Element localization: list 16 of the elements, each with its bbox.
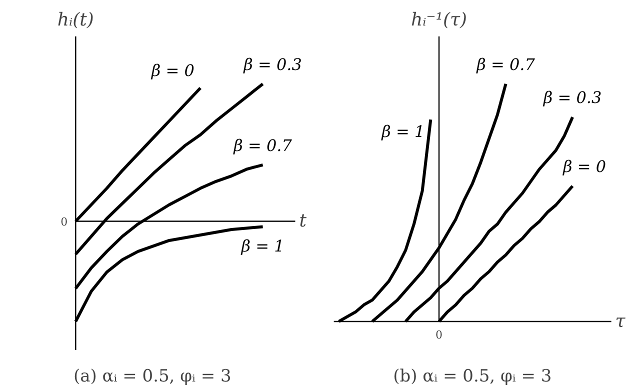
series-label: β = 1	[240, 236, 284, 256]
series-label: β = 0	[150, 61, 194, 80]
series-label: β = 0.7	[476, 54, 536, 74]
y-axis-title: hᵢ⁻¹(τ)	[411, 9, 467, 30]
text: (b) αᵢ = 0.5, φᵢ = 3	[393, 366, 552, 386]
series-label: β = 0.3	[542, 88, 602, 108]
text: 0	[436, 328, 443, 342]
text: (a) αᵢ = 0.5, φᵢ = 3	[74, 366, 232, 386]
text: 0	[60, 216, 68, 229]
series-label: β = 0.7	[232, 136, 293, 155]
series-label: β = 1	[380, 122, 425, 142]
x-axis-title: t	[299, 210, 308, 232]
series-label: β = 0	[562, 157, 606, 176]
y-axis-title: hᵢ(t)	[57, 9, 94, 30]
series-label: β = 0.3	[242, 54, 302, 74]
x-axis-title: τ	[615, 310, 626, 332]
